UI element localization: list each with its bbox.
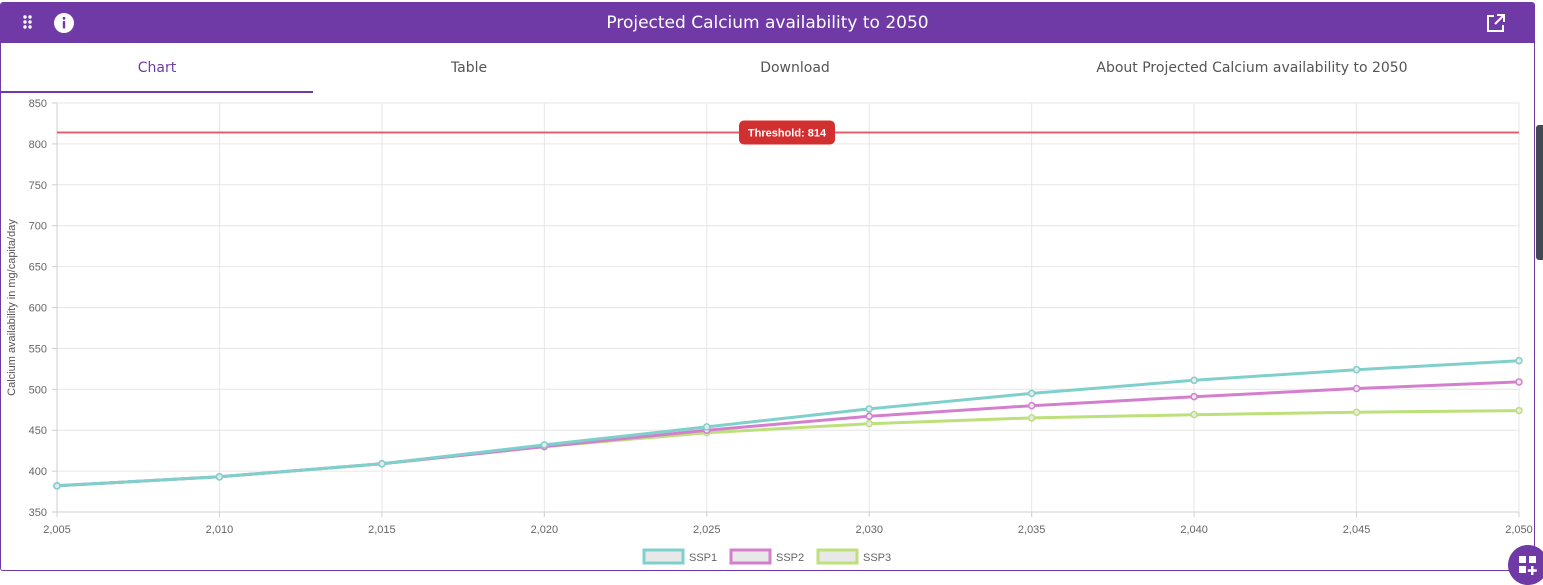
data-point-ssp2: [1190, 392, 1198, 401]
data-point-ssp3: [865, 419, 873, 428]
data-point-ssp1: [1190, 376, 1198, 385]
y-tick-label: 350: [29, 507, 47, 519]
y-tick-label: 600: [29, 303, 47, 315]
data-point-ssp1: [865, 405, 873, 413]
data-point-ssp2: [1027, 401, 1036, 410]
data-point-ssp2: [1352, 384, 1361, 393]
data-point-ssp1: [1027, 389, 1036, 398]
y-axis-label: Calcium availability in mg/capita/day: [6, 219, 18, 396]
data-point-ssp1: [1352, 365, 1361, 374]
data-point-ssp3: [1190, 410, 1198, 419]
open-external-icon[interactable]: [1486, 13, 1506, 33]
x-tick-label: 2,020: [531, 524, 559, 536]
legend-label-ssp3: SSP3: [863, 552, 891, 564]
x-tick-label: 2,035: [1018, 524, 1046, 536]
side-drawer-handle[interactable]: [1536, 125, 1543, 260]
y-tick-label: 500: [29, 384, 47, 396]
y-tick-label: 650: [29, 262, 47, 274]
tab-chart[interactable]: Chart: [1, 43, 313, 93]
data-point-ssp1: [703, 423, 711, 431]
x-tick-label: 2,025: [693, 524, 721, 536]
data-point-ssp1: [53, 482, 61, 490]
tab-about[interactable]: About Projected Calcium availability to …: [1096, 60, 1408, 76]
legend-label-ssp2: SSP2: [776, 552, 804, 564]
data-point-ssp3: [1352, 408, 1361, 416]
data-point-ssp3: [1027, 414, 1036, 422]
x-tick-label: 2,040: [1180, 524, 1208, 536]
line-chart: 350 400 450 500 550 600 650 700 750 800 850 2,005 2,…: [6, 98, 1533, 565]
y-tick-label: 800: [29, 139, 47, 151]
data-point-ssp1: [215, 473, 224, 481]
y-tick-label: 850: [29, 98, 47, 110]
x-tick-label: 2,010: [206, 524, 234, 536]
legend-swatch-ssp1: [642, 548, 685, 565]
tab-bar: Chart Table Download About Projected Cal…: [1, 43, 1534, 93]
y-tick-label: 550: [29, 343, 47, 355]
y-tick-label: 750: [29, 180, 47, 192]
tab-download[interactable]: Download: [760, 60, 830, 76]
legend-swatch-ssp3: [816, 548, 859, 565]
x-tick-label: 2,050: [1505, 524, 1533, 536]
panel-title: Projected Calcium availability to 2050: [606, 13, 929, 33]
data-point-ssp2: [1515, 378, 1523, 386]
y-tick-label: 450: [29, 425, 47, 437]
data-point-ssp1: [540, 441, 549, 449]
y-tick-label: 400: [29, 466, 47, 478]
data-point-ssp1: [378, 459, 386, 468]
apps-grid-icon[interactable]: [19, 13, 39, 33]
x-tick-label: 2,005: [43, 524, 71, 536]
legend-swatch-ssp2: [729, 548, 772, 565]
data-point-ssp3: [1515, 406, 1523, 415]
info-icon[interactable]: [54, 13, 74, 33]
panel-header: Projected Calcium availability to 2050: [1, 3, 1534, 43]
chart-panel: Projected Calcium availability to 2050 C…: [0, 2, 1535, 571]
x-tick-label: 2,030: [855, 524, 883, 536]
y-tick-label: 700: [29, 221, 47, 233]
x-tick-label: 2,015: [368, 524, 396, 536]
threshold-label: Threshold: 814: [748, 127, 827, 139]
data-point-ssp1: [1515, 356, 1523, 365]
threshold-badge: [739, 120, 835, 145]
x-tick-label: 2,045: [1343, 524, 1371, 536]
add-widget-button[interactable]: [1508, 545, 1543, 585]
data-point-ssp2: [865, 412, 873, 421]
series-line-ssp2: [56, 380, 1520, 488]
tab-table[interactable]: Table: [450, 60, 488, 76]
series-line-ssp1: [56, 359, 1520, 488]
legend-label-ssp1: SSP1: [689, 552, 717, 564]
